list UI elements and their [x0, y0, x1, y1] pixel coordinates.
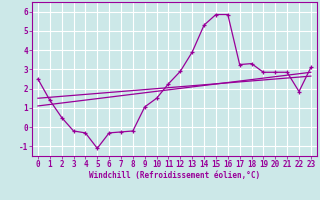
- X-axis label: Windchill (Refroidissement éolien,°C): Windchill (Refroidissement éolien,°C): [89, 171, 260, 180]
